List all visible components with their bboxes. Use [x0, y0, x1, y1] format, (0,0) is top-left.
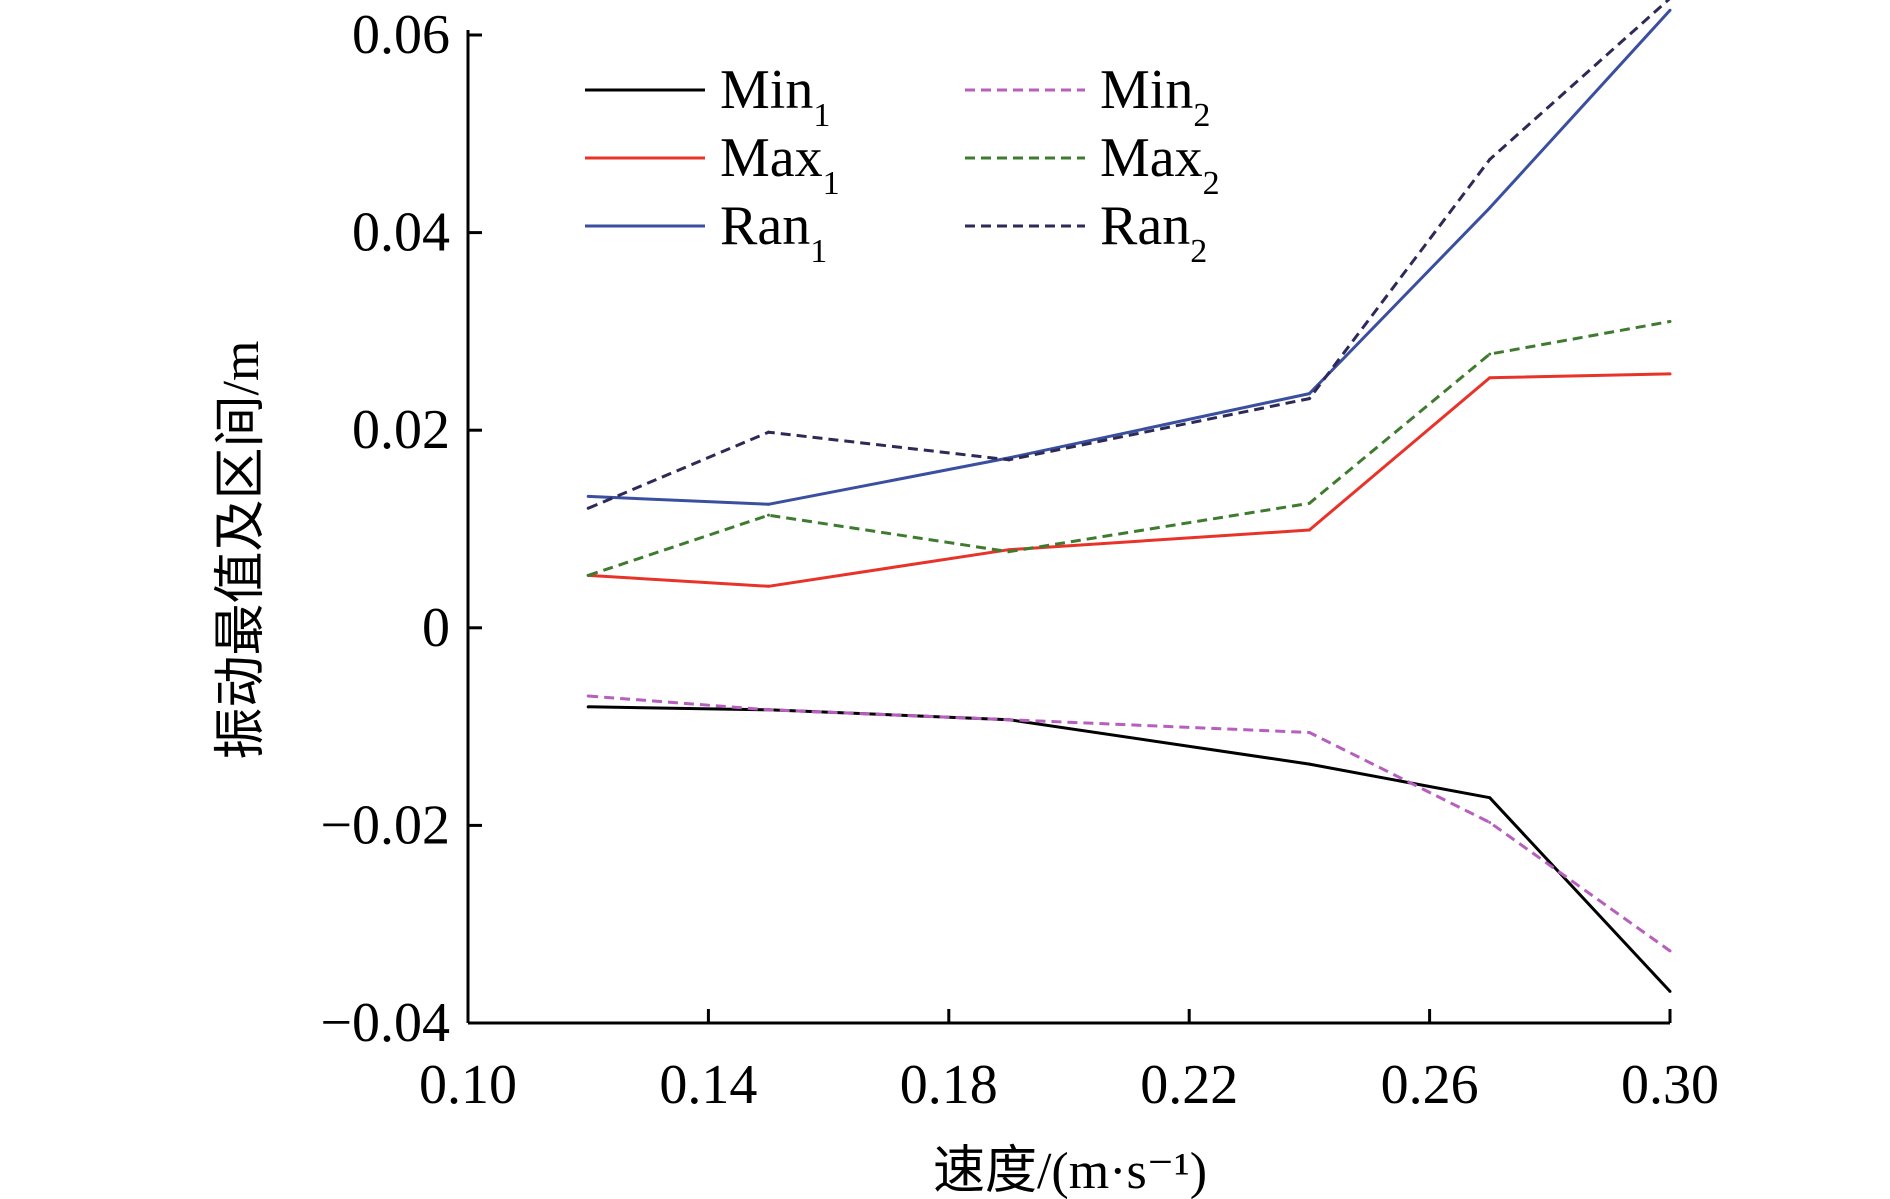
legend-label-min-2: Min2	[1100, 59, 1210, 134]
data-point-max-1	[767, 584, 770, 588]
legend-label-max-1: Max1	[720, 127, 840, 202]
x-axis-title: 速度/(m·s⁻¹)	[933, 1143, 1207, 1199]
data-point-max-1	[1307, 528, 1311, 532]
data-point-min-2	[767, 708, 770, 712]
y-tick-label: 0	[422, 597, 450, 659]
series-line-ran-1	[588, 9, 1672, 506]
y-tick-label: 0.02	[352, 399, 450, 461]
y-ticks: 0.06 0.04 0.02 0 −0.02 −0.04	[320, 4, 482, 1054]
x-tick-label: 0.26	[1381, 1054, 1479, 1116]
data-point-ran-2	[586, 506, 590, 510]
series-line-max-1	[588, 372, 1671, 588]
data-point-ran-2	[1307, 397, 1311, 401]
data-point-ran-2	[1007, 458, 1011, 462]
data-point-ran-2	[1488, 157, 1492, 161]
data-point-min-1	[1668, 989, 1672, 993]
legend-label-ran-1: Ran1	[720, 195, 827, 270]
x-tick-label: 0.22	[1140, 1054, 1238, 1116]
series-line-max-2	[587, 320, 1671, 577]
data-point-ran-1	[1668, 8, 1672, 12]
data-point-ran-1	[1307, 392, 1311, 396]
x-tick-label: 0.14	[659, 1054, 757, 1116]
data-point-max-2	[1007, 550, 1011, 554]
y-tick-label: 0.06	[352, 4, 450, 66]
data-point-min-2	[1007, 718, 1011, 722]
data-point-max-2	[767, 513, 770, 517]
axes	[466, 30, 1670, 1025]
series-line-min-1	[588, 705, 1672, 993]
data-point-min-1	[586, 705, 590, 709]
legend-label-max-2: Max2	[1100, 127, 1220, 202]
data-point-max-1	[1488, 376, 1492, 380]
data-point-max-2	[1668, 320, 1672, 324]
data-point-max-1	[1668, 372, 1672, 376]
data-point-min-2	[586, 694, 590, 698]
data-point-max-2	[1307, 501, 1311, 505]
legend-label-min-1: Min1	[720, 59, 830, 134]
data-point-min-2	[1307, 731, 1311, 735]
data-point-ran-1	[1488, 206, 1492, 210]
data-point-max-2	[586, 573, 590, 577]
y-tick-label: −0.02	[320, 794, 450, 856]
data-point-min-2	[1668, 949, 1672, 953]
y-tick-label: 0.04	[352, 202, 450, 264]
series-line-ran-2	[587, 0, 1671, 510]
y-tick-label: −0.04	[320, 992, 450, 1054]
x-tick-label: 0.10	[419, 1054, 517, 1116]
data-point-min-1	[1488, 796, 1492, 800]
data-point-ran-1	[586, 494, 590, 498]
data-point-min-1	[1307, 762, 1311, 766]
data-point-ran-2	[767, 430, 770, 434]
series-line-min-2	[588, 694, 1671, 953]
legend-label-ran-2: Ran2	[1100, 195, 1207, 270]
data-point-min-2	[1488, 820, 1492, 824]
x-tick-label: 0.18	[900, 1054, 998, 1116]
data-point-ran-1	[767, 502, 770, 506]
y-axis-title: 振动最值及区间/m	[213, 341, 270, 760]
x-tick-label: 0.30	[1621, 1054, 1719, 1116]
data-point-max-2	[1488, 352, 1492, 356]
series-lines	[586, 0, 1672, 993]
x-ticks: 0.10 0.14 0.18 0.22 0.26 0.30	[419, 1009, 1719, 1116]
